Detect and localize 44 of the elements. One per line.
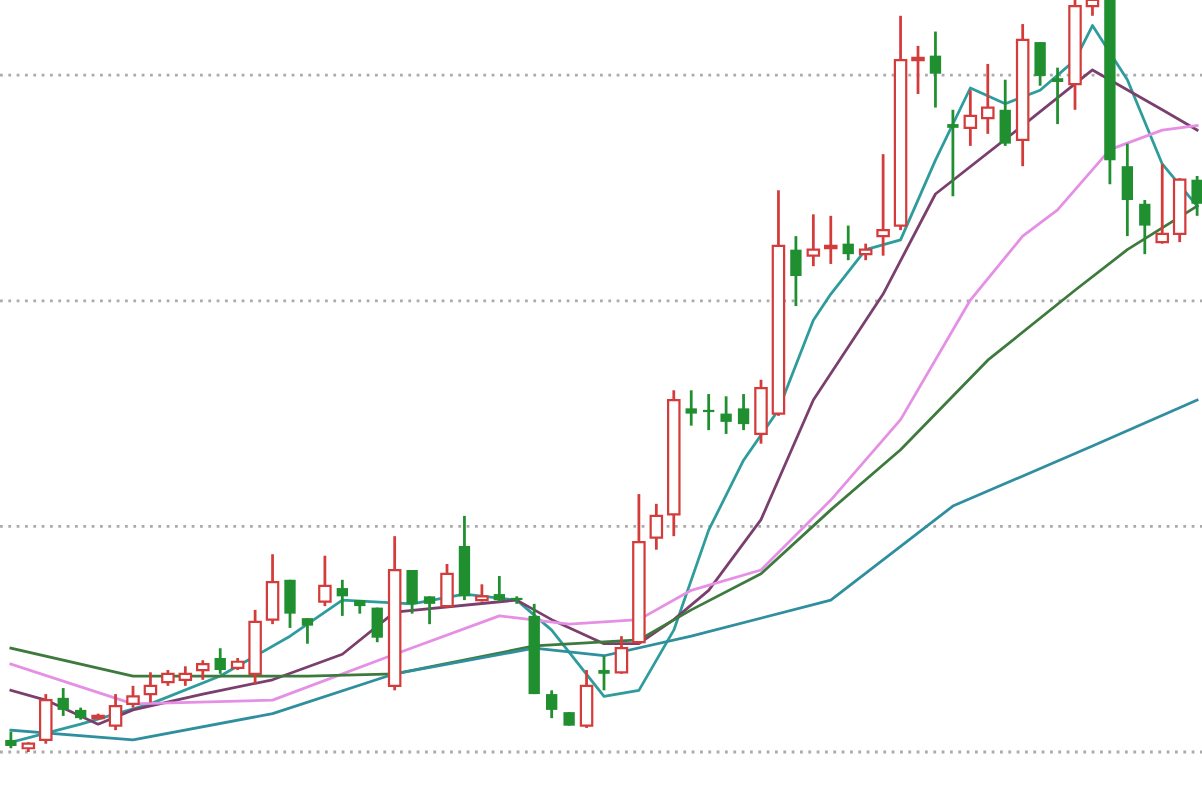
candlestick: [301, 616, 314, 646]
candlestick: [1034, 40, 1046, 88]
candlestick: [754, 378, 768, 446]
candlestick: [1121, 142, 1134, 238]
candlestick: [790, 234, 802, 308]
candlestick: [440, 562, 454, 610]
candlestick: [371, 606, 383, 644]
candlestick: [143, 670, 158, 704]
candlestick: [598, 654, 610, 692]
candlestick: [126, 684, 140, 710]
candlestick: [336, 578, 348, 618]
candlestick: [57, 686, 69, 718]
candlestick: [981, 62, 995, 136]
candlestick: [318, 554, 332, 608]
candlestick: [284, 578, 296, 630]
candlestick: [493, 574, 506, 603]
candlestick: [963, 88, 978, 148]
candlestick: [39, 692, 53, 746]
candlestick: [876, 152, 890, 258]
candlestick: [423, 594, 436, 626]
candlestick: [649, 502, 664, 552]
candlestick: [685, 388, 697, 428]
candlestick: [947, 108, 959, 198]
candlestick: [406, 568, 418, 616]
candlestick: [546, 688, 558, 720]
candlestick: [214, 646, 226, 676]
candlestick: [929, 30, 942, 109]
candlestick: [911, 44, 925, 96]
candlestick: [178, 664, 193, 688]
candlestick: [265, 552, 280, 626]
candlestick: [1051, 66, 1064, 126]
candlestick: [806, 212, 821, 268]
candlestick: [196, 658, 210, 682]
candlestick: [1191, 174, 1202, 218]
candlestick: [842, 224, 854, 262]
candlestick: [579, 668, 594, 730]
candlestick: [1155, 162, 1170, 246]
candlestick: [108, 692, 123, 732]
candlestick: [614, 634, 629, 676]
candlestick: [999, 78, 1011, 148]
candlestick: [720, 394, 732, 436]
candlestick: [737, 392, 750, 432]
candlestick: [824, 214, 838, 266]
candlestick: [1139, 198, 1151, 256]
